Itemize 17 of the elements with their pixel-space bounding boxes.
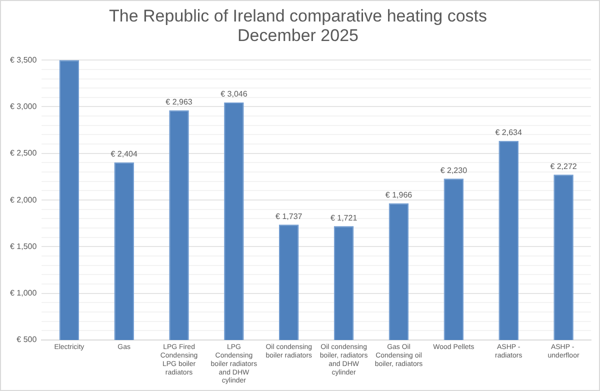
data-label: € 1,721: [330, 213, 358, 222]
data-label: € 2,404: [110, 150, 138, 159]
data-label: € 3,046: [220, 90, 248, 99]
y-tick-label: € 1,000: [10, 288, 38, 298]
y-tick-label: € 1,500: [10, 242, 38, 251]
y-tick-label: € 3,000: [10, 102, 38, 111]
data-label: € 1,966: [385, 190, 413, 200]
y-tick-label: € 3,500: [10, 55, 38, 64]
data-label: € 2,272: [550, 162, 578, 171]
data-label: € 2,634: [495, 128, 522, 138]
data-label: € 2,963: [166, 97, 193, 106]
y-tick-label: € 2,000: [10, 195, 38, 204]
y-tick-label: € 2,500: [10, 148, 38, 158]
chart-title: The Republic of Ireland comparative heating costs December 2025: [109, 6, 487, 46]
data-label: € 2,230: [440, 166, 468, 175]
y-tick-label: € 500: [16, 335, 38, 344]
data-label: € 1,737: [276, 212, 303, 221]
